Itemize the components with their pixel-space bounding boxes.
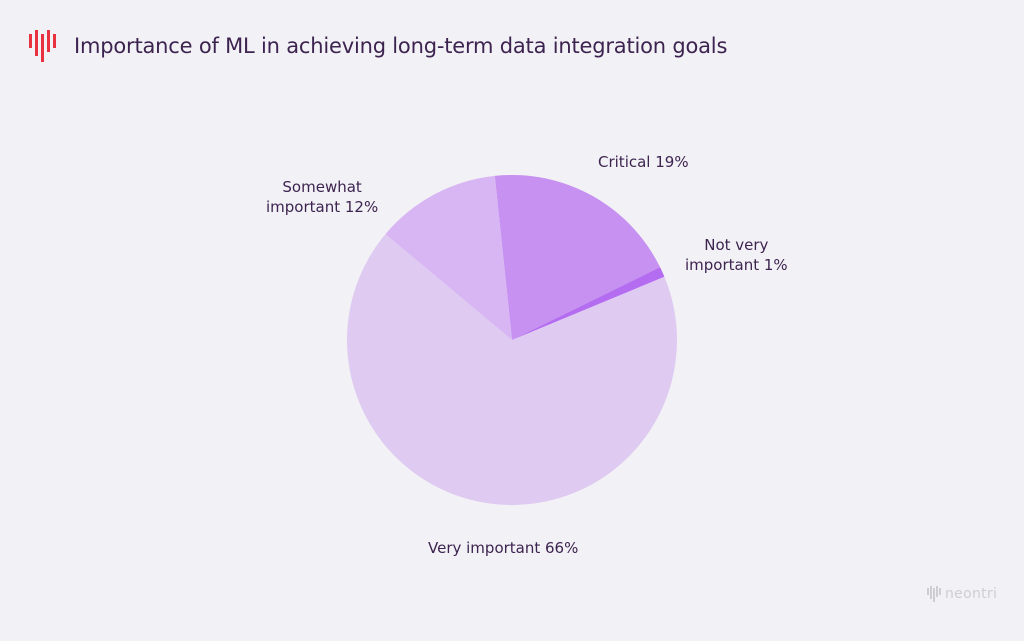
waveform-bars-icon [29,30,56,62]
pie-slice-not-very-important [512,267,665,340]
chart-header: Importance of ML in achieving long-term … [28,30,727,62]
footer-brand: neontri [945,586,998,602]
slice-label-very-important: Very important 66% [428,539,579,557]
slice-label-critical: Critical 19% [598,153,689,171]
pie-slice-somewhat-important [385,175,512,340]
pie-slice-critical [494,174,661,340]
footer-logo: neontri [927,586,997,602]
neontri-waveform-icon [927,586,941,602]
slice-label-somewhat-important: Somewhat important 12% [266,178,379,216]
chart-title: Importance of ML in achieving long-term … [74,34,728,58]
pie-slice-very-important [347,234,678,505]
slice-label-not-very-important: Not very important 1% [685,236,788,274]
